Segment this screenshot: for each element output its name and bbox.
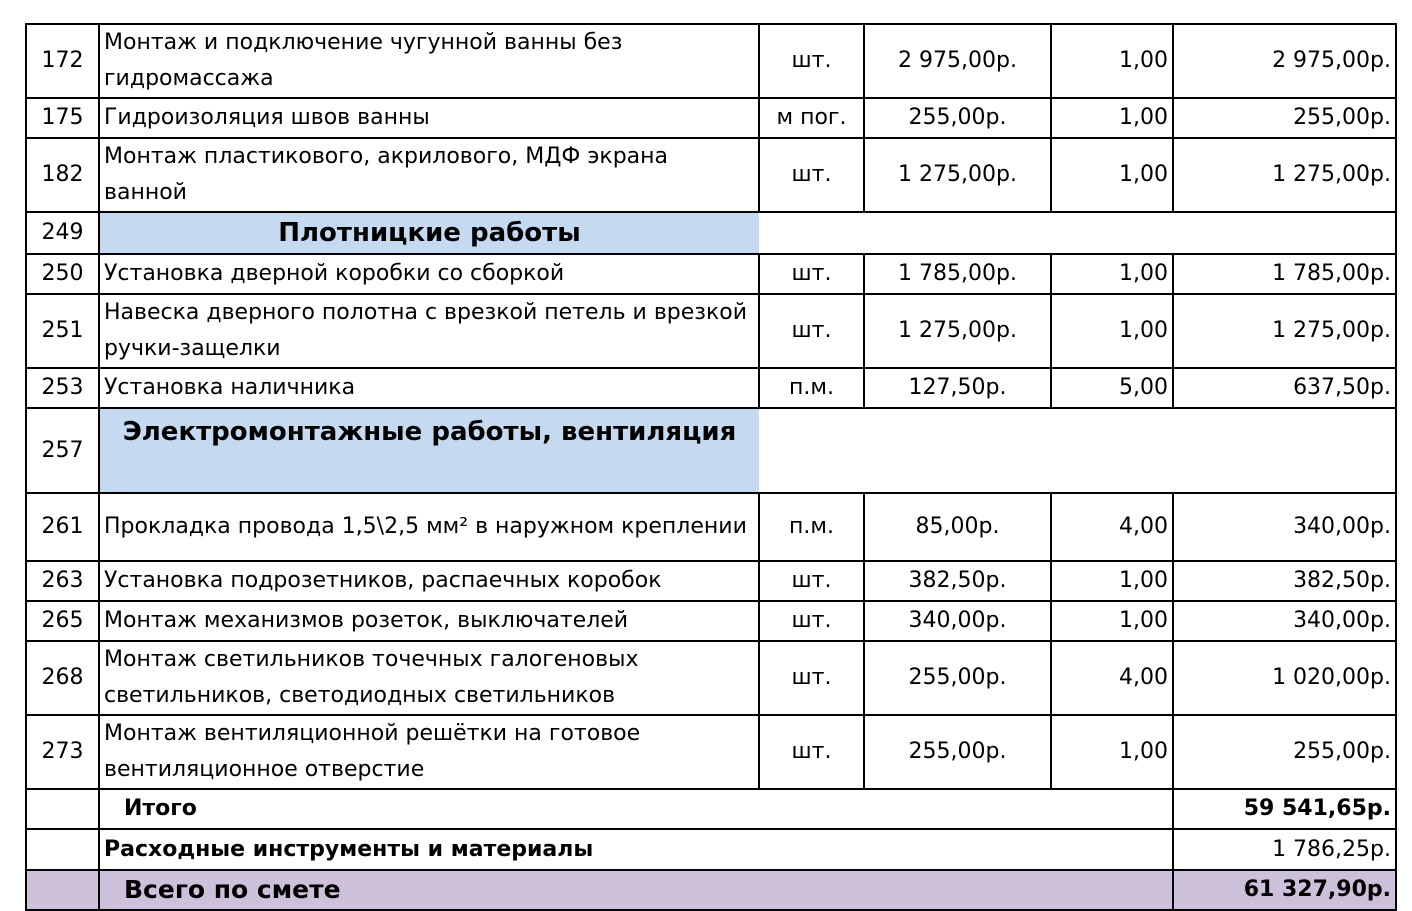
consumables-value: 1 786,25р. [1172,828,1397,871]
grand-total-num-cell [25,869,100,911]
work-name: Установка дверной коробки со сборкой [98,253,760,295]
grand-total-value: 61 327,90р. [1172,869,1397,911]
table-row: 251 Навеска дверного полотна с врезкой п… [25,293,1397,369]
row-number: 263 [25,560,100,602]
unit: шт. [758,23,865,99]
quantity: 1,00 [1050,253,1174,295]
price: 1 785,00р. [863,253,1052,295]
unit: шт. [758,640,865,716]
unit: шт. [758,714,865,790]
unit: шт. [758,137,865,213]
work-name: Навеска дверного полотна с врезкой петел… [98,293,760,369]
work-name: Прокладка провода 1,5\2,5 мм² в наружном… [98,492,760,562]
table-row: 250 Установка дверной коробки со сборкой… [25,253,1397,295]
work-name: Установка подрозетников, распаечных коро… [98,560,760,602]
table-row: 273 Монтаж вентиляционной решётки на гот… [25,714,1397,790]
work-name: Монтаж светильников точечных галогеновых… [98,640,760,716]
sum: 1 275,00р. [1172,137,1397,213]
consumables-label: Расходные инструменты и материалы [98,828,1174,871]
unit: м пог. [758,97,865,139]
work-name: Установка наличника [98,367,760,409]
estimate-table: 172 Монтаж и подключение чугунной ванны … [25,23,1397,911]
work-name: Монтаж и подключение чугунной ванны без … [98,23,760,99]
sum: 1 785,00р. [1172,253,1397,295]
sum: 2 975,00р. [1172,23,1397,99]
unit: шт. [758,600,865,642]
section-spacer [759,211,1397,255]
section-title: Электромонтажные работы, вентиляция [98,407,759,494]
subtotal-label: Итого [98,788,1174,830]
table-row: 265 Монтаж механизмов розеток, выключате… [25,600,1397,642]
grand-total-label: Всего по смете [98,869,1174,911]
grand-total-row: Всего по смете 61 327,90р. [25,869,1397,911]
row-number: 175 [25,97,100,139]
quantity: 1,00 [1050,714,1174,790]
sum: 1 275,00р. [1172,293,1397,369]
quantity: 4,00 [1050,640,1174,716]
price: 127,50р. [863,367,1052,409]
section-row: 249 Плотницкие работы [25,211,1397,255]
quantity: 1,00 [1050,600,1174,642]
table-row: 261 Прокладка провода 1,5\2,5 мм² в нару… [25,492,1397,562]
consumables-num-cell [25,828,100,871]
price: 1 275,00р. [863,293,1052,369]
price: 255,00р. [863,714,1052,790]
work-name: Монтаж вентиляционной решётки на готовое… [98,714,760,790]
sum: 340,00р. [1172,600,1397,642]
table-row: 175 Гидроизоляция швов ванны м пог. 255,… [25,97,1397,139]
price: 340,00р. [863,600,1052,642]
row-number: 268 [25,640,100,716]
subtotal-row: Итого 59 541,65р. [25,788,1397,830]
subtotal-num-cell [25,788,100,830]
quantity: 5,00 [1050,367,1174,409]
row-number: 253 [25,367,100,409]
consumables-row: Расходные инструменты и материалы 1 786,… [25,828,1397,871]
price: 2 975,00р. [863,23,1052,99]
work-name: Монтаж пластикового, акрилового, МДФ экр… [98,137,760,213]
section-spacer [759,407,1397,494]
row-number: 265 [25,600,100,642]
row-number: 257 [25,407,100,494]
work-name: Гидроизоляция швов ванны [98,97,760,139]
table-row: 253 Установка наличника п.м. 127,50р. 5,… [25,367,1397,409]
price: 1 275,00р. [863,137,1052,213]
price: 382,50р. [863,560,1052,602]
price: 255,00р. [863,640,1052,716]
work-name: Монтаж механизмов розеток, выключателей [98,600,760,642]
sum: 1 020,00р. [1172,640,1397,716]
quantity: 1,00 [1050,23,1174,99]
row-number: 251 [25,293,100,369]
unit: шт. [758,560,865,602]
quantity: 4,00 [1050,492,1174,562]
sum: 255,00р. [1172,97,1397,139]
table-row: 172 Монтаж и подключение чугунной ванны … [25,23,1397,99]
row-number: 261 [25,492,100,562]
sum: 340,00р. [1172,492,1397,562]
quantity: 1,00 [1050,560,1174,602]
table-row: 263 Установка подрозетников, распаечных … [25,560,1397,602]
unit: шт. [758,253,865,295]
unit: п.м. [758,367,865,409]
quantity: 1,00 [1050,293,1174,369]
sum: 637,50р. [1172,367,1397,409]
sum: 255,00р. [1172,714,1397,790]
table-row: 182 Монтаж пластикового, акрилового, МДФ… [25,137,1397,213]
subtotal-value: 59 541,65р. [1172,788,1397,830]
price: 85,00р. [863,492,1052,562]
quantity: 1,00 [1050,97,1174,139]
row-number: 182 [25,137,100,213]
row-number: 172 [25,23,100,99]
unit: шт. [758,293,865,369]
row-number: 273 [25,714,100,790]
sum: 382,50р. [1172,560,1397,602]
quantity: 1,00 [1050,137,1174,213]
section-title: Плотницкие работы [98,211,759,255]
price: 255,00р. [863,97,1052,139]
section-row: 257 Электромонтажные работы, вентиляция [25,407,1397,494]
row-number: 250 [25,253,100,295]
table-row: 268 Монтаж светильников точечных галоген… [25,640,1397,716]
row-number: 249 [25,211,100,255]
unit: п.м. [758,492,865,562]
